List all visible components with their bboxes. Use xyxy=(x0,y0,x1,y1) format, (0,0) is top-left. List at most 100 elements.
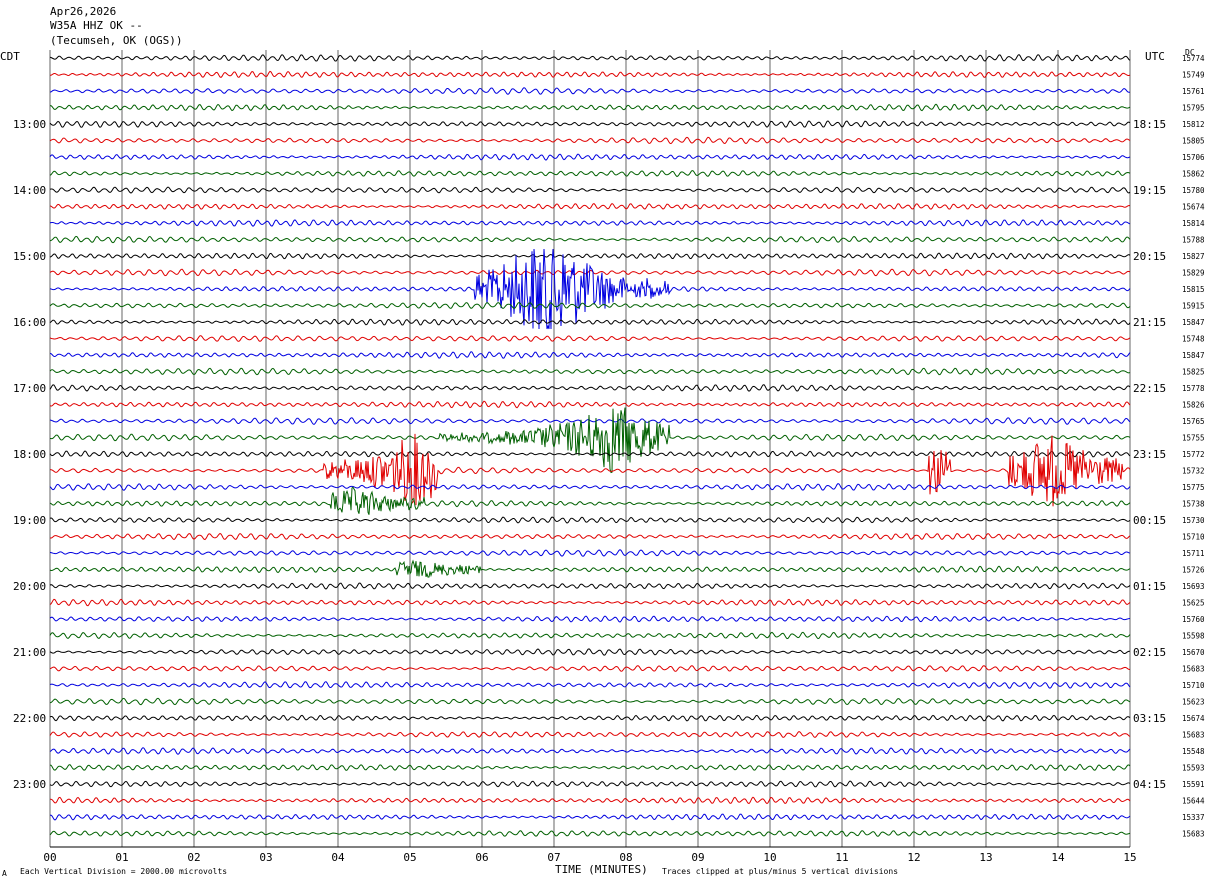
dc-offset-label: 15598 xyxy=(1182,632,1205,641)
dc-offset-label: 15706 xyxy=(1182,153,1205,162)
x-tick-label: 15 xyxy=(1123,851,1136,864)
dc-offset-label: 15337 xyxy=(1182,813,1205,822)
x-tick-label: 02 xyxy=(187,851,200,864)
trace-line xyxy=(49,302,1131,309)
dc-offset-label: 15774 xyxy=(1182,54,1205,63)
dc-offset-label: 15548 xyxy=(1182,747,1205,756)
dc-offset-label: 15748 xyxy=(1182,335,1205,344)
dc-offset-label: 15591 xyxy=(1182,780,1205,789)
dc-offset-label: 15732 xyxy=(1182,467,1205,476)
right-time-label: 21:15 xyxy=(1133,316,1166,329)
dc-offset-label: 15674 xyxy=(1182,203,1205,212)
trace-line xyxy=(49,830,1131,837)
trace-line xyxy=(49,53,1131,62)
dc-offset-label: 15683 xyxy=(1182,665,1205,674)
x-tick-label: 04 xyxy=(331,851,345,864)
x-tick-label: 08 xyxy=(619,851,632,864)
right-time-label: 03:15 xyxy=(1133,712,1166,725)
trace-line xyxy=(49,219,1131,227)
axis-labels: 00 01 02 03 04 05 06 07 08 09 10 11 12 13 14 15 15774 157… xyxy=(13,54,1205,864)
x-tick-label: 00 xyxy=(43,851,56,864)
trace-line xyxy=(49,407,1131,474)
trace-line xyxy=(49,486,1131,515)
trace-line xyxy=(49,400,1131,409)
dc-offset-label: 15847 xyxy=(1182,318,1205,327)
clip-note: Traces clipped at plus/minus 5 vertical … xyxy=(662,867,899,876)
dc-offset-label: 15780 xyxy=(1182,186,1205,195)
left-time-label: 16:00 xyxy=(13,316,46,329)
left-time-label: 20:00 xyxy=(13,580,46,593)
right-time-label: 22:15 xyxy=(1133,382,1166,395)
left-time-label: 17:00 xyxy=(13,382,46,395)
trace-line xyxy=(49,549,1131,557)
dc-offset-label: 15772 xyxy=(1182,450,1205,459)
dc-offset-label: 15710 xyxy=(1182,681,1205,690)
trace-line xyxy=(49,665,1131,672)
dc-offset-label: 15760 xyxy=(1182,615,1205,624)
trace-line xyxy=(49,532,1131,541)
left-axis-label: CDT xyxy=(0,50,20,63)
station-code: W35A HHZ OK -- xyxy=(50,19,143,32)
left-time-label: 21:00 xyxy=(13,646,46,659)
trace-line xyxy=(49,248,1131,330)
x-tick-label: 07 xyxy=(547,851,560,864)
scale-note: Each Vertical Division = 2000.00 microvo… xyxy=(20,867,228,876)
right-time-label: 01:15 xyxy=(1133,580,1166,593)
dc-offset-label: 15827 xyxy=(1182,252,1205,261)
trace-line xyxy=(49,351,1131,359)
x-axis-title: TIME (MINUTES) xyxy=(555,863,648,876)
x-tick-label: 03 xyxy=(259,851,272,864)
right-time-label: 00:15 xyxy=(1133,514,1166,527)
left-time-label: 13:00 xyxy=(13,118,46,131)
x-tick-label: 01 xyxy=(115,851,128,864)
right-time-label: 19:15 xyxy=(1133,184,1166,197)
trace-line xyxy=(49,153,1131,161)
trace-line xyxy=(49,631,1131,640)
trace-line xyxy=(49,582,1131,590)
trace-line xyxy=(49,170,1131,178)
dc-offset-label: 15862 xyxy=(1182,170,1205,179)
x-tick-label: 05 xyxy=(403,851,416,864)
left-time-label: 18:00 xyxy=(13,448,46,461)
left-time-label: 15:00 xyxy=(13,250,46,263)
trace-line xyxy=(49,367,1131,376)
trace-group xyxy=(49,53,1131,837)
x-tick-label: 10 xyxy=(763,851,776,864)
trace-line xyxy=(49,450,1131,458)
left-time-label: 23:00 xyxy=(13,778,46,791)
station-location: (Tecumseh, OK (OGS)) xyxy=(50,34,183,47)
x-tick-label: 06 xyxy=(475,851,488,864)
dc-offset-label: 15765 xyxy=(1182,417,1205,426)
trace-line xyxy=(49,433,1131,507)
trace-line xyxy=(49,813,1131,821)
grid-lines xyxy=(49,50,1131,848)
dc-offset-label: 15670 xyxy=(1182,648,1205,657)
chart-date: Apr26,2026 xyxy=(50,5,117,18)
dc-offset-label: 15778 xyxy=(1182,384,1205,393)
dc-offset-label: 15815 xyxy=(1182,285,1205,294)
dc-offset-label: 15693 xyxy=(1182,582,1205,591)
x-tick-label: 13 xyxy=(979,851,992,864)
trace-line xyxy=(49,120,1131,128)
dc-offset-label: 15826 xyxy=(1182,401,1205,410)
trace-line xyxy=(49,384,1131,392)
right-time-label: 23:15 xyxy=(1133,448,1166,461)
dc-offset-label: 15726 xyxy=(1182,566,1205,575)
corner-mark: A xyxy=(2,869,7,878)
right-time-label: 04:15 xyxy=(1133,778,1166,791)
left-time-label: 14:00 xyxy=(13,184,46,197)
trace-line xyxy=(49,780,1131,788)
trace-line xyxy=(49,681,1131,689)
dc-offset-label: 15805 xyxy=(1182,137,1205,146)
dc-offset-label: 15711 xyxy=(1182,549,1205,558)
trace-line xyxy=(49,235,1131,244)
trace-line xyxy=(49,598,1131,607)
dc-offset-label: 15814 xyxy=(1182,219,1205,228)
dc-offset-label: 15749 xyxy=(1182,71,1205,80)
left-time-label: 19:00 xyxy=(13,514,46,527)
dc-offset-label: 15829 xyxy=(1182,269,1205,278)
dc-offset-label: 15812 xyxy=(1182,120,1205,129)
dc-offset-label: 15710 xyxy=(1182,533,1205,542)
trace-line xyxy=(49,747,1131,755)
